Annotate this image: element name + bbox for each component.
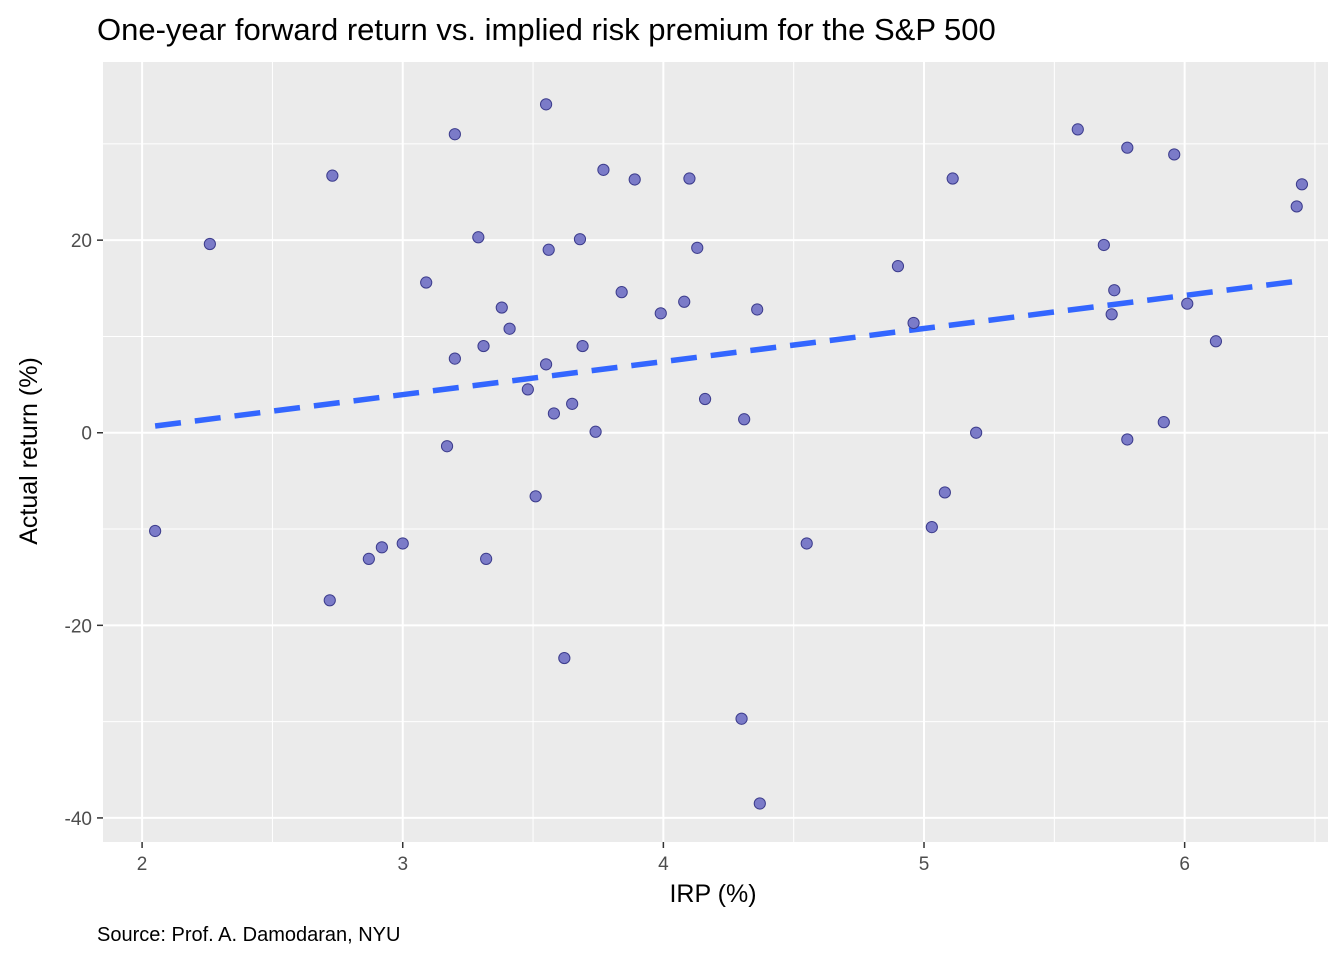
data-point [753, 797, 766, 810]
data-point [698, 392, 712, 406]
data-point [946, 172, 959, 185]
data-point [472, 231, 485, 244]
data-point [396, 537, 409, 550]
data-point [683, 172, 696, 185]
data-point [566, 397, 579, 410]
x-tick-label: 3 [397, 854, 408, 875]
y-tick-label: -20 [65, 616, 92, 637]
data-point [323, 594, 336, 607]
data-point [362, 552, 375, 565]
data-point [203, 237, 216, 251]
data-point [589, 425, 602, 438]
x-tick-label: 6 [1179, 854, 1190, 875]
y-tick-label: 20 [71, 231, 92, 252]
trend-line [154, 277, 1303, 429]
data-point [448, 352, 461, 365]
data-point [547, 407, 561, 420]
data-points [149, 98, 1309, 810]
y-axis-title: Actual return (%) [15, 357, 43, 545]
trend-line-layer [154, 277, 1303, 429]
x-tick-label: 2 [137, 854, 148, 875]
data-point [576, 339, 589, 353]
data-point [1157, 416, 1170, 429]
data-point [1295, 178, 1309, 191]
data-point [542, 243, 555, 256]
data-point [925, 521, 938, 534]
y-tick-label: 0 [81, 424, 92, 445]
data-point [149, 524, 162, 538]
x-tick-label: 4 [658, 854, 669, 875]
data-point [558, 651, 571, 665]
data-point [477, 339, 490, 353]
data-point [375, 541, 388, 554]
data-point [970, 426, 983, 439]
data-point [1097, 238, 1110, 252]
data-point [597, 163, 610, 176]
data-point [448, 128, 461, 141]
data-point [907, 316, 920, 330]
x-axis-title: IRP (%) [669, 880, 756, 908]
data-point [495, 301, 508, 314]
data-point [1168, 148, 1181, 161]
data-point [615, 286, 628, 299]
data-point [1105, 308, 1118, 321]
y-tick-label: -40 [65, 809, 92, 830]
data-point [1071, 123, 1084, 136]
data-point [800, 537, 813, 550]
plot-panel [103, 62, 1328, 842]
data-point [326, 169, 339, 182]
data-point [1121, 141, 1134, 154]
data-point [1121, 433, 1134, 446]
data-point [1290, 200, 1303, 213]
data-point [891, 260, 905, 273]
data-point [628, 173, 641, 186]
data-point [1181, 297, 1194, 310]
data-point [529, 490, 542, 503]
data-point [503, 322, 516, 335]
y-axis-ticks: -40 -20 0 20 [65, 231, 103, 830]
x-tick-label: 5 [919, 854, 930, 875]
data-point [678, 295, 691, 308]
grid-lines [103, 62, 1328, 842]
data-point [654, 307, 667, 320]
data-point [735, 712, 748, 725]
data-point [1209, 335, 1223, 348]
data-point [539, 358, 553, 371]
data-point [938, 486, 951, 499]
chart-title: One-year forward return vs. implied risk… [97, 12, 996, 47]
data-point [573, 233, 587, 246]
data-point [521, 383, 534, 396]
x-axis-ticks: 2 3 4 5 6 [137, 842, 1190, 875]
data-point [539, 98, 553, 111]
data-point [738, 413, 751, 426]
data-point [1108, 284, 1121, 297]
data-point [440, 440, 454, 453]
source-caption: Source: Prof. A. Damodaran, NYU [97, 924, 400, 946]
data-point [480, 552, 493, 565]
data-point [420, 276, 433, 289]
data-point [691, 241, 704, 254]
data-point [751, 303, 764, 316]
